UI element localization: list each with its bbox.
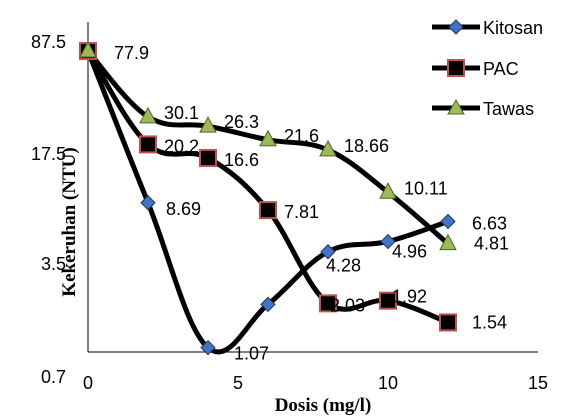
legend-label-kitosan: Kitosan xyxy=(483,18,543,38)
y-tick-label: 0.7 xyxy=(41,367,66,387)
legend-item-kitosan: Kitosan xyxy=(432,18,543,38)
x-tick-label: 10 xyxy=(378,373,398,393)
data-label-kitosan: 6.63 xyxy=(472,214,507,234)
data-point-kitosan xyxy=(140,195,156,211)
data-point-tawas xyxy=(379,182,397,199)
data-label-kitosan: 8.69 xyxy=(166,199,201,219)
legend-label-pac: PAC xyxy=(483,59,519,79)
data-point-pac xyxy=(439,313,457,332)
y-tick-label: 3.5 xyxy=(41,254,66,274)
legend-marker-kitosan xyxy=(448,19,464,35)
data-label-pac: 16.6 xyxy=(224,150,259,170)
data-label-tawas: 26.3 xyxy=(224,112,259,132)
data-label-pac: 7.81 xyxy=(284,202,319,222)
data-point-tawas xyxy=(199,116,217,133)
data-labels: 77.9 8.69 1.07 4.28 4.96 6.63 20.2 16.6 7.81 2.03… xyxy=(114,43,509,364)
data-label-tawas: 18.66 xyxy=(344,136,389,156)
data-point-kitosan xyxy=(260,296,276,313)
y-tick-label: 17.5 xyxy=(31,144,66,164)
data-point-tawas xyxy=(259,129,277,147)
x-axis-title: Dosis (mg/l) xyxy=(275,395,372,416)
series-markers xyxy=(79,40,457,356)
data-point-pac xyxy=(379,291,397,310)
x-tick-label: 0 xyxy=(83,373,93,393)
y-tick-labels: 0.7 3.5 17.5 87.5 xyxy=(31,32,66,387)
legend-item-pac: PAC xyxy=(432,59,519,79)
data-label-tawas: 21.6 xyxy=(284,126,319,146)
data-point-kitosan xyxy=(440,213,456,230)
legend-marker-pac xyxy=(447,59,465,77)
data-label-tawas: 30.1 xyxy=(164,103,199,123)
data-label-pac: 2.03 xyxy=(330,295,365,315)
data-label-kitosan: 1.07 xyxy=(234,344,269,364)
x-tick-labels: 0 5 10 15 xyxy=(83,373,548,393)
data-point-pac xyxy=(139,135,157,154)
legend: Kitosan PAC Tawas xyxy=(432,18,543,119)
data-label-pac: 1.92 xyxy=(392,287,427,307)
legend-label-tawas: Tawas xyxy=(483,99,534,119)
y-tick-label: 87.5 xyxy=(31,32,66,52)
x-tick-label: 15 xyxy=(528,373,548,393)
series-line-kitosan xyxy=(85,50,449,355)
legend-item-tawas: Tawas xyxy=(432,98,534,119)
data-point-kitosan xyxy=(320,244,336,260)
data-point-pac xyxy=(319,294,337,313)
data-point-tawas xyxy=(439,233,457,251)
data-label-tawas: 4.81 xyxy=(474,234,509,254)
data-point-tawas xyxy=(79,40,97,58)
data-point-kitosan xyxy=(200,339,216,356)
legend-marker-tawas xyxy=(447,98,465,115)
data-label-kitosan: 77.9 xyxy=(114,43,149,63)
data-point-kitosan xyxy=(380,233,396,250)
data-point-pac xyxy=(199,148,217,167)
data-label-pac: 1.54 xyxy=(472,313,507,333)
data-label-pac: 20.2 xyxy=(164,136,199,156)
data-point-pac xyxy=(259,201,277,220)
data-point-tawas xyxy=(319,139,337,157)
data-point-tawas xyxy=(139,106,157,124)
data-label-kitosan: 4.28 xyxy=(326,256,361,276)
y-axis-title: Kekeruhan (NTU) xyxy=(59,147,80,296)
data-label-tawas: 10.11 xyxy=(404,178,448,198)
x-tick-label: 5 xyxy=(233,373,243,393)
axes xyxy=(87,22,538,353)
data-label-kitosan: 4.96 xyxy=(392,242,427,262)
